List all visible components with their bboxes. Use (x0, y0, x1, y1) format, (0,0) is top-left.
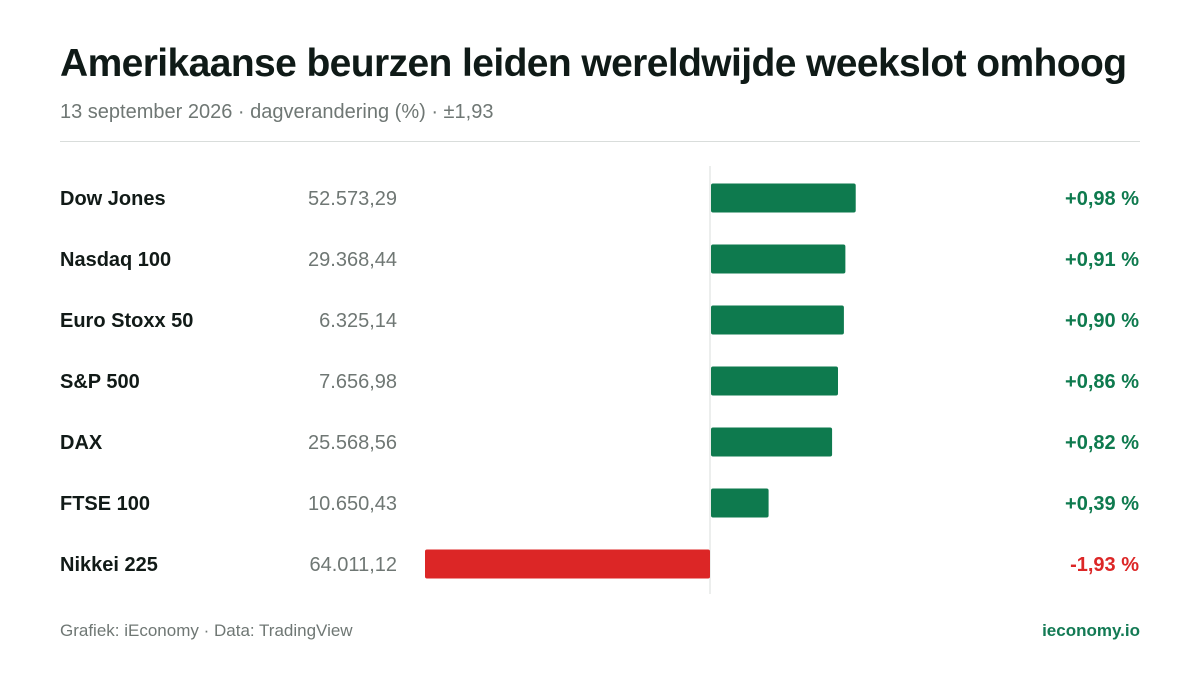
category-label: Dow Jones (60, 188, 166, 210)
value-label: -1,93 % (1070, 554, 1139, 576)
category-label: Euro Stoxx 50 (60, 310, 193, 332)
index-level: 7.656,98 (319, 371, 397, 393)
index-level: 6.325,14 (319, 310, 397, 332)
category-label: FTSE 100 (60, 493, 150, 515)
value-label: +0,98 % (1065, 188, 1139, 210)
index-level: 52.573,29 (308, 188, 397, 210)
bar (711, 183, 856, 213)
bar (711, 366, 838, 396)
page-subtitle: 13 september 2026 · dagverandering (%) ·… (60, 101, 494, 123)
category-label: Nasdaq 100 (60, 249, 171, 271)
bar (425, 549, 710, 579)
source-credit: Grafiek: iEconomy · Data: TradingView (60, 621, 353, 640)
bar (711, 305, 844, 335)
index-level: 10.650,43 (308, 493, 397, 515)
index-level: 29.368,44 (308, 249, 397, 271)
category-label: S&P 500 (60, 371, 140, 393)
value-label: +0,39 % (1065, 493, 1139, 515)
bar (711, 427, 833, 457)
category-label: DAX (60, 432, 103, 454)
value-label: +0,90 % (1065, 310, 1139, 332)
index-level: 64.011,12 (310, 554, 398, 576)
category-label: Nikkei 225 (60, 554, 158, 576)
brand-link[interactable]: ieconomy.io (1042, 621, 1140, 640)
bar (711, 244, 846, 274)
value-label: +0,91 % (1065, 249, 1139, 271)
header-divider (60, 141, 1140, 142)
bar (711, 488, 769, 518)
index-level: 25.568,56 (308, 432, 397, 454)
page-title: Amerikaanse beurzen leiden wereldwijde w… (60, 42, 1127, 85)
value-label: +0,86 % (1065, 371, 1139, 393)
value-label: +0,82 % (1065, 432, 1139, 454)
